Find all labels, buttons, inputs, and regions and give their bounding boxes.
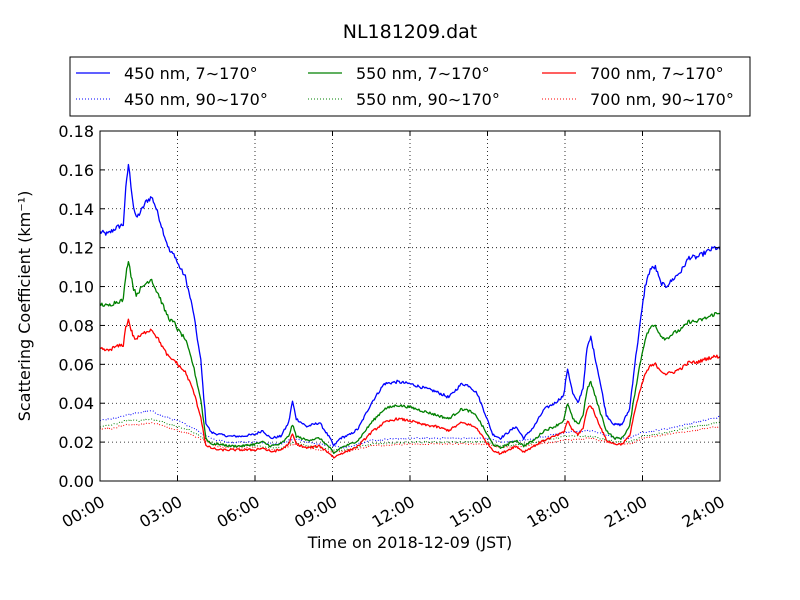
y-tick-label: 0.02 [58, 433, 94, 452]
legend: 450 nm, 7∼170° 550 nm, 7∼170° 700 nm, 7∼17… [69, 56, 751, 117]
y-axis-label: Scattering Coefficient (km⁻¹) [15, 191, 34, 422]
x-axis-label: Time on 2018-12-09 (JST) [307, 533, 512, 552]
y-tick-label: 0.04 [58, 394, 94, 413]
grid-lines [100, 131, 720, 481]
y-axis: 0.00 0.02 0.04 0.06 0.08 0.10 0.12 0.14 0.16 0.18 [58, 122, 720, 491]
chart-title: NL181209.dat [343, 21, 478, 43]
legend-label-1: 450 nm, 7∼170° [124, 64, 258, 83]
legend-label-6: 700 nm, 90∼170° [590, 90, 734, 109]
y-tick-label: 0.16 [58, 161, 94, 180]
legend-label-4: 550 nm, 90∼170° [356, 90, 500, 109]
y-tick-label: 0.18 [58, 122, 94, 141]
series-line-3 [99, 260, 721, 455]
y-tick-label: 0.06 [58, 355, 94, 374]
legend-label-3: 550 nm, 7∼170° [356, 64, 490, 83]
series-line-5 [99, 318, 721, 459]
legend-box [69, 56, 751, 117]
legend-label-5: 700 nm, 7∼170° [590, 64, 724, 83]
y-tick-label: 0.08 [58, 316, 94, 335]
y-tick-label: 0.10 [58, 278, 94, 297]
y-tick-label: 0.14 [58, 200, 94, 219]
series-line-4 [99, 418, 721, 451]
series-line-6 [99, 422, 720, 453]
y-tick-label: 0.00 [58, 472, 94, 491]
legend-label-2: 450 nm, 90∼170° [124, 90, 268, 109]
y-tick-label: 0.12 [58, 239, 94, 258]
series-line-1 [99, 163, 721, 447]
solid-series-group [99, 163, 721, 459]
